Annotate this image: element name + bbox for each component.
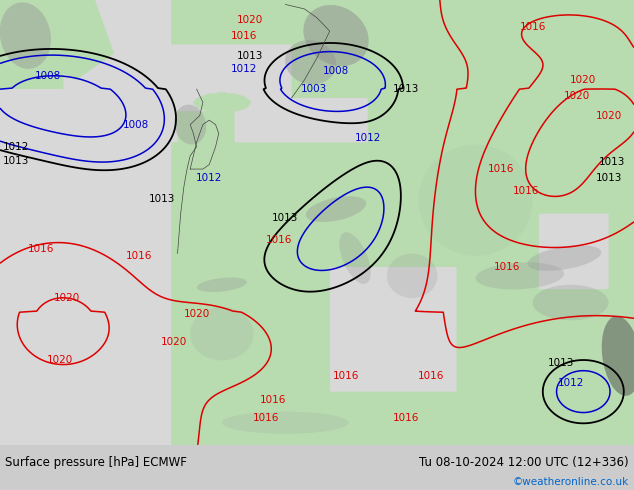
Ellipse shape	[174, 104, 206, 145]
Text: 1008: 1008	[323, 66, 349, 76]
Ellipse shape	[190, 307, 254, 360]
Text: 1016: 1016	[418, 371, 444, 381]
Text: Tu 08-10-2024 12:00 UTC (12+336): Tu 08-10-2024 12:00 UTC (12+336)	[419, 456, 629, 468]
Text: 1016: 1016	[519, 22, 546, 32]
Text: 1016: 1016	[28, 244, 55, 254]
Text: 1020: 1020	[161, 337, 188, 347]
Ellipse shape	[303, 5, 369, 66]
Text: 1020: 1020	[183, 309, 210, 318]
Text: 1013: 1013	[392, 84, 419, 94]
Text: 1013: 1013	[272, 213, 299, 223]
Text: 1016: 1016	[488, 164, 514, 174]
Text: ©weatheronline.co.uk: ©weatheronline.co.uk	[513, 477, 629, 487]
Text: 1008: 1008	[34, 71, 61, 81]
Text: 1020: 1020	[237, 15, 264, 25]
Ellipse shape	[197, 277, 247, 292]
Text: 1008: 1008	[123, 120, 150, 129]
Text: 1013: 1013	[237, 50, 264, 61]
Text: 1003: 1003	[301, 84, 327, 94]
Text: 1020: 1020	[47, 355, 74, 366]
Text: 1020: 1020	[570, 75, 597, 85]
Ellipse shape	[0, 2, 51, 69]
Text: 1013: 1013	[3, 156, 29, 166]
Text: Surface pressure [hPa] ECMWF: Surface pressure [hPa] ECMWF	[5, 456, 187, 468]
Text: 1012: 1012	[196, 173, 223, 183]
Text: 1020: 1020	[564, 91, 590, 100]
Ellipse shape	[339, 232, 371, 284]
Text: 1013: 1013	[148, 195, 175, 204]
Text: 1013: 1013	[595, 173, 622, 183]
Ellipse shape	[533, 285, 609, 320]
Text: 1020: 1020	[595, 111, 622, 121]
Text: 1016: 1016	[259, 395, 286, 405]
Text: 1016: 1016	[266, 235, 292, 245]
Text: 1016: 1016	[332, 371, 359, 381]
Text: 1012: 1012	[557, 378, 584, 388]
Text: 1016: 1016	[126, 251, 153, 261]
FancyBboxPatch shape	[178, 0, 634, 445]
Text: 1016: 1016	[392, 413, 419, 423]
Text: 1012: 1012	[354, 133, 381, 143]
Text: 1016: 1016	[494, 262, 521, 272]
Ellipse shape	[306, 196, 366, 222]
Ellipse shape	[418, 145, 533, 256]
Polygon shape	[178, 258, 330, 445]
Text: 1016: 1016	[253, 413, 280, 423]
Text: 1016: 1016	[513, 186, 540, 196]
Ellipse shape	[527, 245, 601, 271]
Polygon shape	[0, 0, 114, 89]
Text: 1012: 1012	[231, 64, 257, 74]
Ellipse shape	[222, 412, 349, 434]
Text: 1016: 1016	[231, 30, 257, 41]
Ellipse shape	[476, 262, 564, 290]
Text: 1012: 1012	[3, 142, 29, 152]
Ellipse shape	[602, 316, 634, 396]
Ellipse shape	[285, 40, 336, 84]
Text: 1013: 1013	[598, 157, 625, 168]
Ellipse shape	[387, 254, 437, 298]
Text: 1013: 1013	[548, 358, 574, 368]
Text: 1020: 1020	[53, 293, 80, 303]
